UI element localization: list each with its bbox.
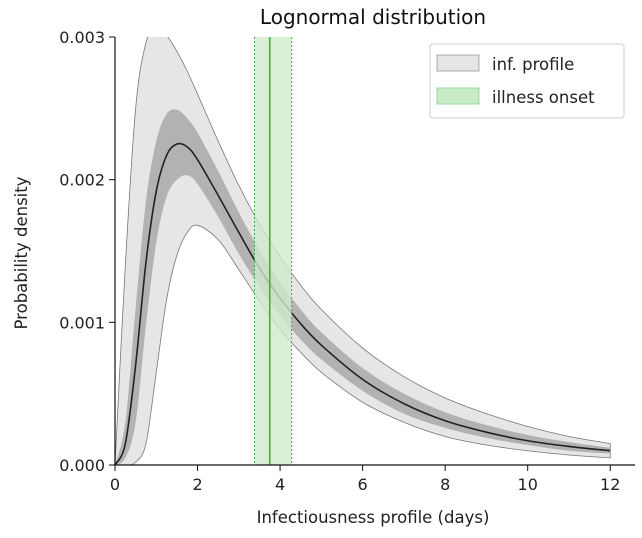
x-tick-label: 12 — [600, 475, 620, 494]
plot-area — [115, 37, 611, 465]
inner-uncertainty-band — [115, 109, 611, 465]
x-tick-label: 6 — [358, 475, 368, 494]
legend-swatch-illness-onset — [436, 87, 480, 105]
legend-swatch-inf-profile — [436, 54, 480, 72]
legend-label-inf-profile: inf. profile — [492, 55, 574, 74]
chart-title: Lognormal distribution — [260, 5, 486, 29]
plot-content — [115, 37, 611, 465]
median-line — [115, 142, 611, 465]
illness-onset-band — [254, 37, 292, 465]
legend: inf. profile illness onset — [429, 43, 625, 119]
y-axis-label: Probability density — [12, 176, 31, 329]
y-tick-label: 0.000 — [59, 456, 105, 475]
y-tick-label: 0.003 — [59, 28, 105, 47]
y-tick-label: 0.002 — [59, 171, 105, 190]
x-tick-label: 2 — [192, 475, 202, 494]
ticks: 0 2 4 6 8 10 12 0.000 0.001 0.002 0.003 — [59, 28, 620, 494]
legend-label-illness-onset: illness onset — [492, 88, 595, 107]
x-tick-label: 4 — [275, 475, 285, 494]
y-tick-label: 0.001 — [59, 313, 105, 332]
x-tick-label: 8 — [440, 475, 450, 494]
axes — [114, 37, 635, 466]
x-axis-label: Infectiousness profile (days) — [257, 508, 490, 527]
x-tick-label: 0 — [110, 475, 120, 494]
x-tick-label: 10 — [518, 475, 538, 494]
